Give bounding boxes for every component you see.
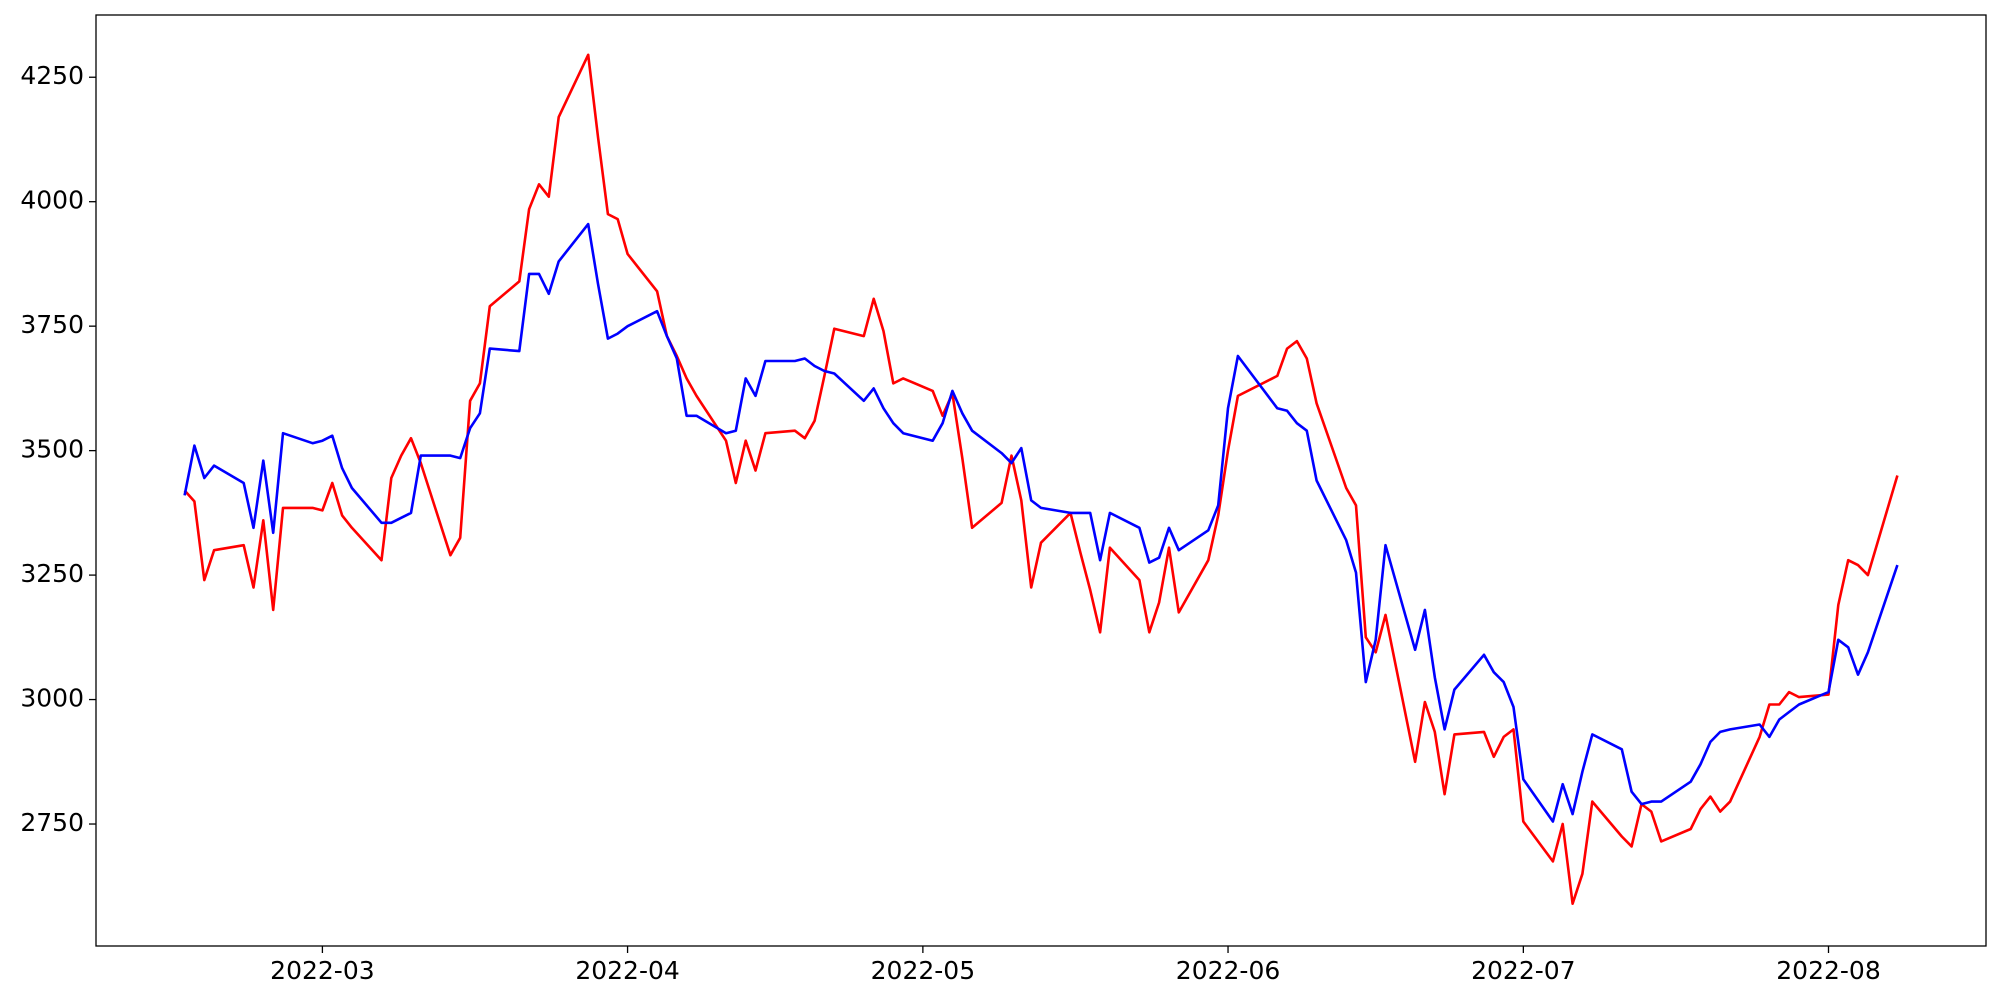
- y-tick-label: 4000: [20, 186, 84, 215]
- x-tick-label: 2022-06: [1176, 956, 1280, 985]
- line-series: [183, 53, 1899, 905]
- line-series: [183, 222, 1899, 823]
- x-tick-label: 2022-03: [270, 956, 374, 985]
- x-tick-label: 2022-05: [871, 956, 975, 985]
- x-tick-label: 2022-07: [1471, 956, 1575, 985]
- y-tick-label: 4250: [20, 61, 84, 90]
- y-tick-label: 3750: [20, 310, 84, 339]
- y-tick-label: 3500: [20, 435, 84, 464]
- x-tick-label: 2022-08: [1776, 956, 1880, 985]
- y-tick-label: 2750: [20, 808, 84, 837]
- y-tick-label: 3000: [20, 684, 84, 713]
- x-tick-label: 2022-04: [575, 956, 679, 985]
- y-tick-label: 3250: [20, 559, 84, 588]
- plot-frame: [95, 14, 1987, 947]
